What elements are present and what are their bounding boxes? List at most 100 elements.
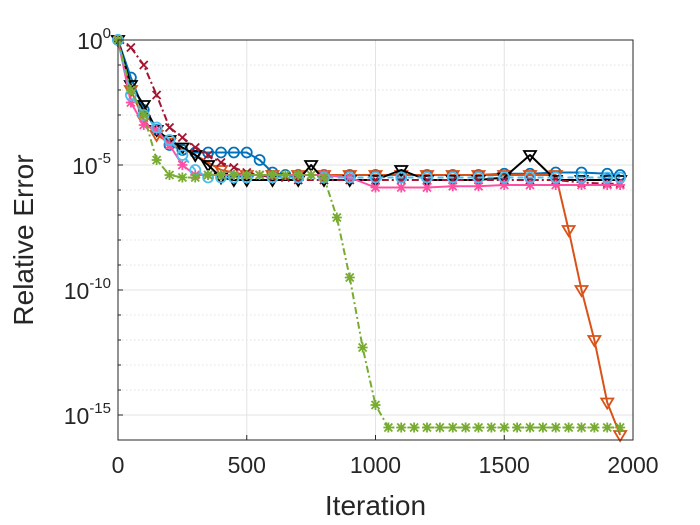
- data-point-asterisk: [396, 422, 407, 433]
- data-point-asterisk: [422, 422, 432, 433]
- data-point-x: [229, 162, 239, 173]
- data-point-asterisk: [460, 422, 471, 433]
- data-point-circle: [446, 171, 459, 184]
- data-point-triangle: [187, 150, 203, 163]
- x-tick-label: 0: [112, 452, 125, 478]
- data-point-asterisk: [550, 180, 561, 190]
- data-point-asterisk: [293, 170, 304, 180]
- data-point-circle: [369, 171, 382, 184]
- data-point-circle: [163, 134, 176, 146]
- data-point-x: [164, 122, 175, 133]
- data-point-asterisk: [331, 212, 342, 223]
- data-point-asterisk: [216, 170, 226, 180]
- data-point-triangle: [573, 285, 590, 298]
- x-axis-label: Iteration: [325, 490, 426, 521]
- data-point-circle: [421, 171, 433, 184]
- data-point-asterisk: [525, 180, 535, 190]
- data-point-triangle: [136, 100, 152, 113]
- data-point-asterisk: [434, 422, 445, 433]
- data-point-asterisk: [550, 422, 561, 433]
- data-point-asterisk: [447, 422, 458, 433]
- data-point-triangle: [599, 397, 615, 411]
- data-point-circle: [215, 146, 227, 159]
- data-point-asterisk: [615, 422, 626, 433]
- data-point-asterisk: [228, 170, 239, 180]
- data-point-circle: [227, 146, 240, 159]
- data-point-circle: [253, 154, 266, 166]
- data-point-asterisk: [589, 422, 600, 433]
- data-point-asterisk: [280, 170, 291, 180]
- y-tick-label: 10-15: [64, 400, 111, 429]
- y-axis-label: Relative Error: [8, 154, 39, 325]
- data-point-asterisk: [486, 422, 497, 433]
- data-point-asterisk: [499, 422, 510, 433]
- data-point-asterisk: [537, 422, 548, 433]
- data-point-circle: [395, 171, 408, 184]
- data-point-circle: [176, 149, 189, 161]
- data-point-asterisk: [357, 342, 368, 353]
- y-tick-label: 10-10: [64, 275, 111, 304]
- data-point-asterisk: [576, 422, 587, 433]
- data-point-asterisk: [615, 180, 626, 190]
- data-point-x: [126, 42, 136, 53]
- data-point-asterisk: [267, 170, 278, 180]
- data-point-asterisk: [254, 170, 265, 180]
- data-point-asterisk: [409, 422, 420, 433]
- data-point-x: [216, 157, 226, 168]
- data-point-triangle: [522, 150, 538, 163]
- data-point-triangle: [561, 225, 577, 238]
- x-tick-label: 500: [228, 452, 266, 478]
- data-point-asterisk: [151, 155, 162, 165]
- data-point-asterisk: [602, 422, 613, 433]
- data-point-circle: [240, 146, 253, 159]
- data-point-asterisk: [499, 180, 510, 190]
- data-point-asterisk: [383, 422, 394, 433]
- data-point-triangle: [303, 160, 319, 173]
- data-point-asterisk: [512, 422, 523, 433]
- data-point-asterisk: [151, 125, 162, 135]
- data-point-asterisk: [203, 170, 214, 180]
- data-point-x: [190, 142, 200, 153]
- data-point-asterisk: [576, 180, 587, 190]
- data-point-asterisk: [138, 110, 149, 120]
- data-point-asterisk: [370, 400, 381, 410]
- data-point-circle: [601, 167, 614, 180]
- data-point-circle: [549, 171, 562, 184]
- data-point-asterisk: [473, 181, 484, 192]
- data-point-asterisk: [422, 182, 432, 193]
- data-point-circle: [601, 171, 614, 184]
- data-point-triangle: [393, 165, 409, 178]
- data-point-triangle: [174, 142, 190, 156]
- series-line: [117, 39, 621, 429]
- data-point-circle: [524, 171, 536, 184]
- y-tick-label: 10-5: [72, 150, 111, 179]
- data-point-asterisk: [396, 182, 407, 193]
- data-point-circle: [575, 171, 588, 184]
- data-point-asterisk: [125, 85, 136, 95]
- data-point-asterisk: [138, 120, 149, 130]
- data-point-asterisk: [125, 97, 136, 108]
- data-point-circle: [150, 121, 163, 134]
- data-point-asterisk: [525, 422, 535, 433]
- data-point-asterisk: [177, 160, 188, 170]
- x-tick-label: 2000: [607, 452, 658, 478]
- data-point-asterisk: [563, 422, 574, 433]
- data-point-x: [203, 150, 213, 160]
- data-point-asterisk: [344, 272, 355, 283]
- data-point-asterisk: [306, 170, 317, 180]
- data-point-asterisk: [370, 182, 381, 193]
- series-7: [113, 35, 626, 433]
- data-point-circle: [498, 171, 511, 184]
- data-point-circle: [343, 171, 356, 184]
- y-tick-label: 100: [77, 25, 111, 54]
- x-tick-label: 1500: [479, 452, 530, 478]
- y-axis-ticks: 100 10-5 10-10 10-15: [64, 25, 123, 441]
- data-point-asterisk: [177, 172, 188, 183]
- data-point-triangle: [200, 160, 216, 173]
- series-line: [117, 39, 621, 185]
- data-point-asterisk: [447, 181, 458, 192]
- x-axis-ticks: 0 500 1000 1500 2000: [112, 435, 659, 478]
- data-point-asterisk: [241, 170, 252, 180]
- x-tick-label: 1000: [350, 452, 401, 478]
